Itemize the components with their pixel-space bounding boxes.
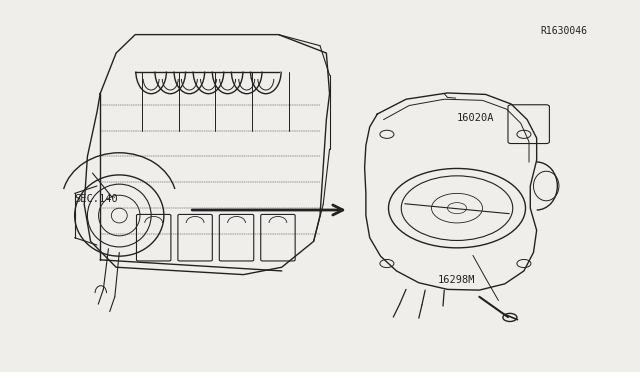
Text: R1630046: R1630046 — [541, 26, 588, 36]
Text: 16298M: 16298M — [438, 275, 476, 285]
Text: SEC.140: SEC.140 — [75, 194, 118, 204]
Text: 16020A: 16020A — [457, 113, 495, 123]
